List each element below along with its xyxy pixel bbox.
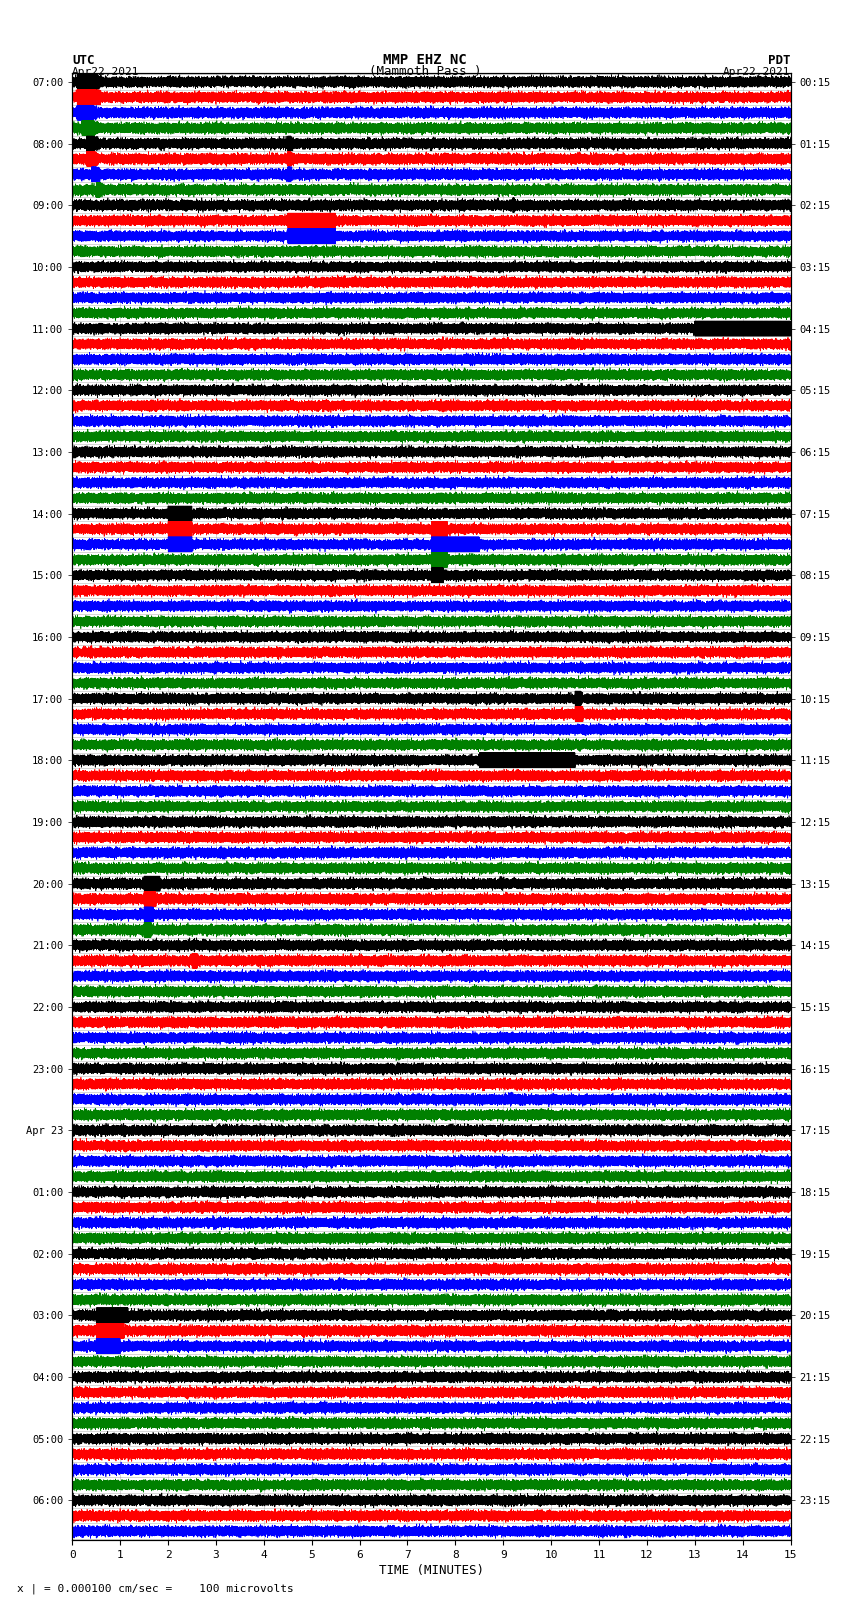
Text: (Mammoth Pass ): (Mammoth Pass ) (369, 65, 481, 79)
X-axis label: TIME (MINUTES): TIME (MINUTES) (379, 1565, 484, 1578)
Text: PDT: PDT (768, 53, 790, 68)
Text: Apr22,2021: Apr22,2021 (72, 66, 139, 77)
Text: I = 0.000100 cm/sec: I = 0.000100 cm/sec (361, 77, 489, 87)
Text: x | = 0.000100 cm/sec =    100 microvolts: x | = 0.000100 cm/sec = 100 microvolts (17, 1582, 294, 1594)
Text: Apr22,2021: Apr22,2021 (723, 66, 791, 77)
Text: MMP EHZ NC: MMP EHZ NC (383, 53, 467, 68)
Text: UTC: UTC (72, 53, 94, 68)
